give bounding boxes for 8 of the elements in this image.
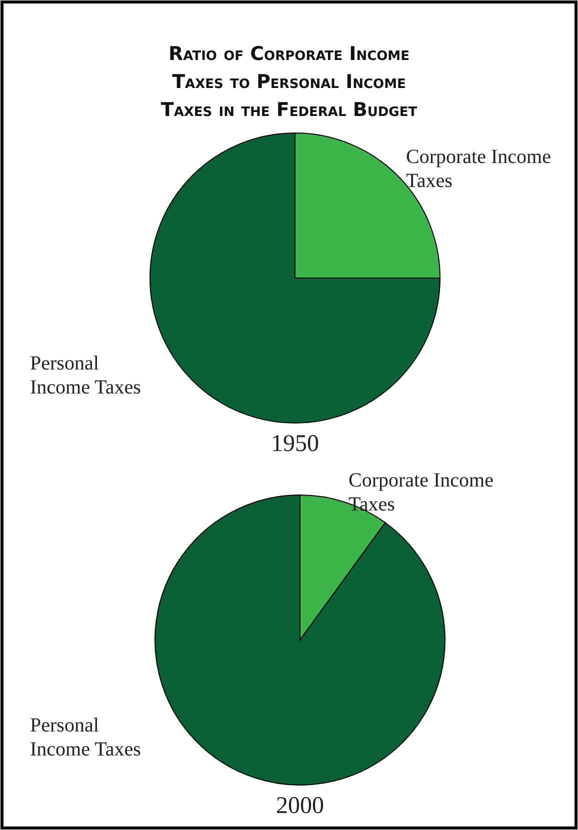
slice-label: Personal Income Taxes xyxy=(30,352,142,398)
text: 2000 xyxy=(276,793,324,819)
slice-label: Corporate Income Taxes xyxy=(406,146,552,192)
slice-label: Personal Income Taxes xyxy=(30,714,142,760)
text: 1950 xyxy=(271,431,319,457)
chart-title: Ratio of Corporate Income Taxes to Personal Income Taxes in the Federal Budget xyxy=(160,43,418,121)
pie-slice xyxy=(154,494,446,786)
slice-label: Corporate Income Taxes xyxy=(348,470,494,516)
